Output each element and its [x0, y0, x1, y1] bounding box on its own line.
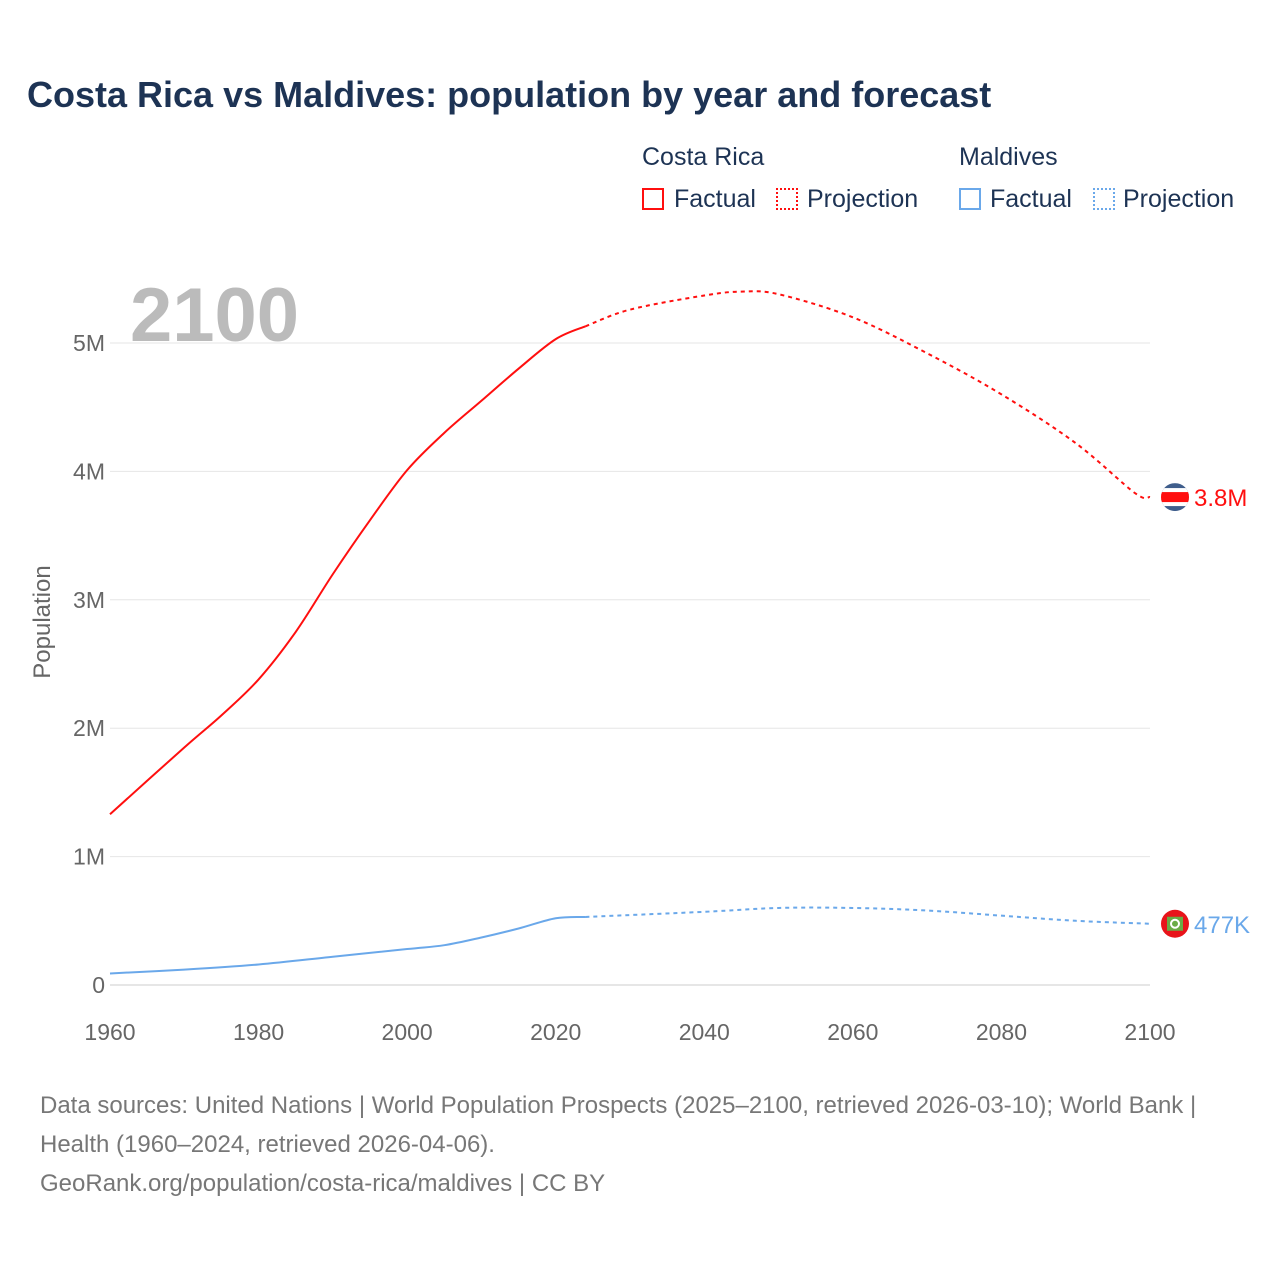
costa-rica-end-label: 3.8M [1194, 485, 1247, 512]
x-tick-label: 2000 [382, 1019, 433, 1045]
footer: Data sources: United Nations | World Pop… [40, 1086, 1240, 1203]
x-tick-label: 1960 [84, 1019, 135, 1045]
legend-swatch-projection [776, 188, 798, 210]
x-tick-label: 1980 [233, 1019, 284, 1045]
y-tick-label: 3M [73, 587, 105, 613]
x-tick-label: 2060 [827, 1019, 878, 1045]
year-watermark: 2100 [130, 273, 299, 358]
maldives-flag-icon [1161, 909, 1189, 938]
legend-swatch-factual [959, 188, 981, 210]
costa-rica-projection-line [585, 290, 1151, 500]
chart-title: Costa Rica vs Maldives: population by ye… [27, 74, 992, 115]
data-sources: Data sources: United Nations | World Pop… [40, 1092, 1197, 1158]
x-tick-label: 2080 [976, 1019, 1027, 1045]
legend-label[interactable]: Projection [1123, 185, 1235, 213]
y-tick-label: 4M [73, 458, 105, 484]
legend-group-costa-rica: Costa Rica [642, 143, 765, 171]
plot-area: 2100 Population 0 1M 2M 3M 4M 5M 1960 1980 2000 2… [29, 273, 1250, 1045]
y-tick-label: 2M [73, 715, 105, 741]
legend-group-maldives: Maldives [959, 143, 1058, 171]
legend-swatch-projection [1093, 188, 1115, 210]
legend-label[interactable]: Factual [674, 185, 756, 213]
y-axis-label: Population [29, 565, 56, 678]
legend-label[interactable]: Projection [807, 185, 919, 213]
maldives-projection-line [585, 906, 1151, 925]
legend-label[interactable]: Factual [990, 185, 1072, 213]
costa-rica-flag-icon [1161, 483, 1189, 512]
y-tick-label: 1M [73, 844, 105, 870]
costa-rica-factual-line [109, 325, 586, 815]
attribution-link[interactable]: GeoRank.org/population/costa-rica/maldiv… [40, 1170, 606, 1197]
maldives-end-label: 477K [1194, 912, 1250, 939]
y-tick-label: 5M [73, 330, 105, 356]
legend-swatch-factual [642, 188, 664, 210]
maldives-factual-line [109, 915, 586, 975]
x-tick-label: 2100 [1124, 1019, 1175, 1045]
x-tick-label: 2040 [679, 1019, 730, 1045]
x-tick-label: 2020 [530, 1019, 581, 1045]
y-tick-label: 0 [92, 972, 105, 998]
